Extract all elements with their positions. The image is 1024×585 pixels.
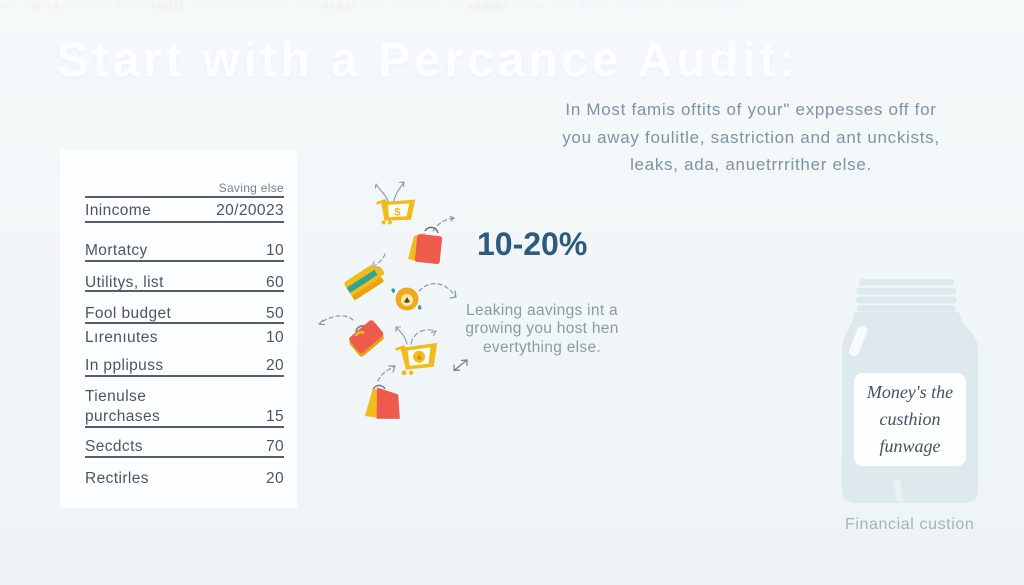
svg-text:$: $ bbox=[394, 206, 401, 218]
